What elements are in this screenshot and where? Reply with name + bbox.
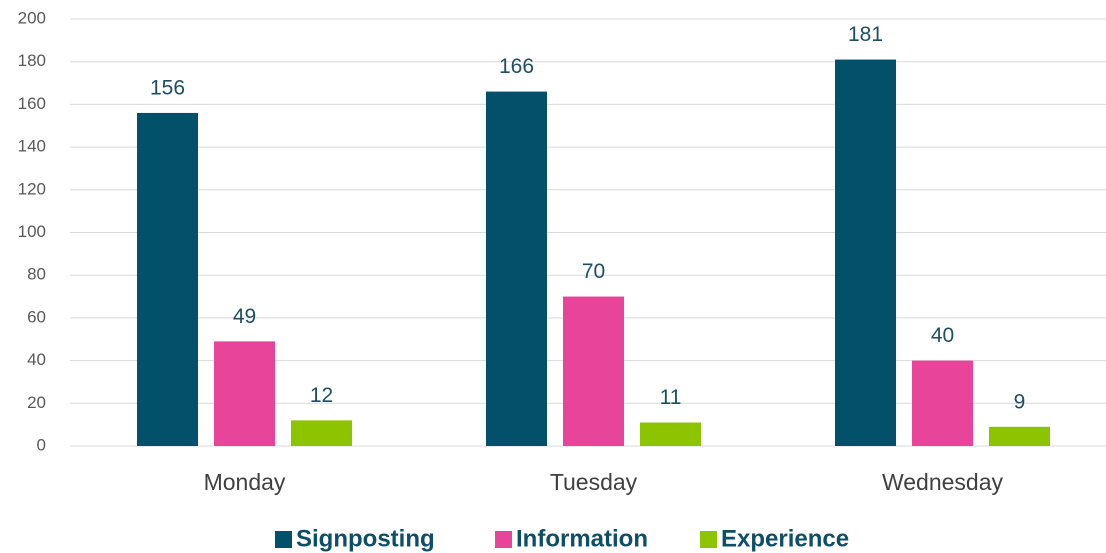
y-tick-label: 140 (18, 137, 46, 156)
value-label: 156 (150, 76, 185, 99)
bar (137, 112, 198, 446)
value-label: 9 (1014, 390, 1026, 413)
y-tick-label: 200 (18, 8, 46, 27)
bar (912, 360, 973, 446)
y-tick-label: 120 (18, 179, 46, 198)
bar (214, 341, 275, 446)
y-tick-label: 80 (27, 265, 46, 284)
y-tick-label: 160 (18, 94, 46, 113)
value-label: 11 (660, 386, 682, 409)
value-label: 49 (233, 305, 256, 328)
legend-label: Signposting (296, 525, 435, 552)
value-label: 181 (848, 23, 883, 46)
value-label: 166 (499, 55, 534, 78)
x-tick-label: Wednesday (882, 469, 1004, 495)
bar (291, 420, 352, 446)
y-tick-label: 60 (27, 307, 46, 326)
value-label: 70 (582, 260, 605, 283)
bar (989, 426, 1050, 446)
value-label: 40 (931, 324, 954, 347)
y-tick-label: 0 (37, 435, 46, 454)
value-label: 12 (310, 384, 333, 407)
y-tick-label: 100 (18, 222, 46, 241)
bar (835, 59, 896, 446)
bar (486, 91, 547, 446)
y-tick-label: 180 (18, 51, 46, 70)
legend-swatch (700, 531, 717, 548)
bar (563, 296, 624, 446)
legend-label: Information (516, 525, 648, 552)
legend-swatch (495, 531, 512, 548)
y-tick-label: 40 (27, 350, 46, 369)
bar (640, 422, 701, 446)
legend-swatch (275, 531, 292, 548)
legend-label: Experience (721, 525, 849, 552)
y-tick-label: 20 (27, 393, 46, 412)
x-tick-label: Tuesday (550, 469, 638, 495)
x-tick-label: Monday (204, 469, 286, 495)
